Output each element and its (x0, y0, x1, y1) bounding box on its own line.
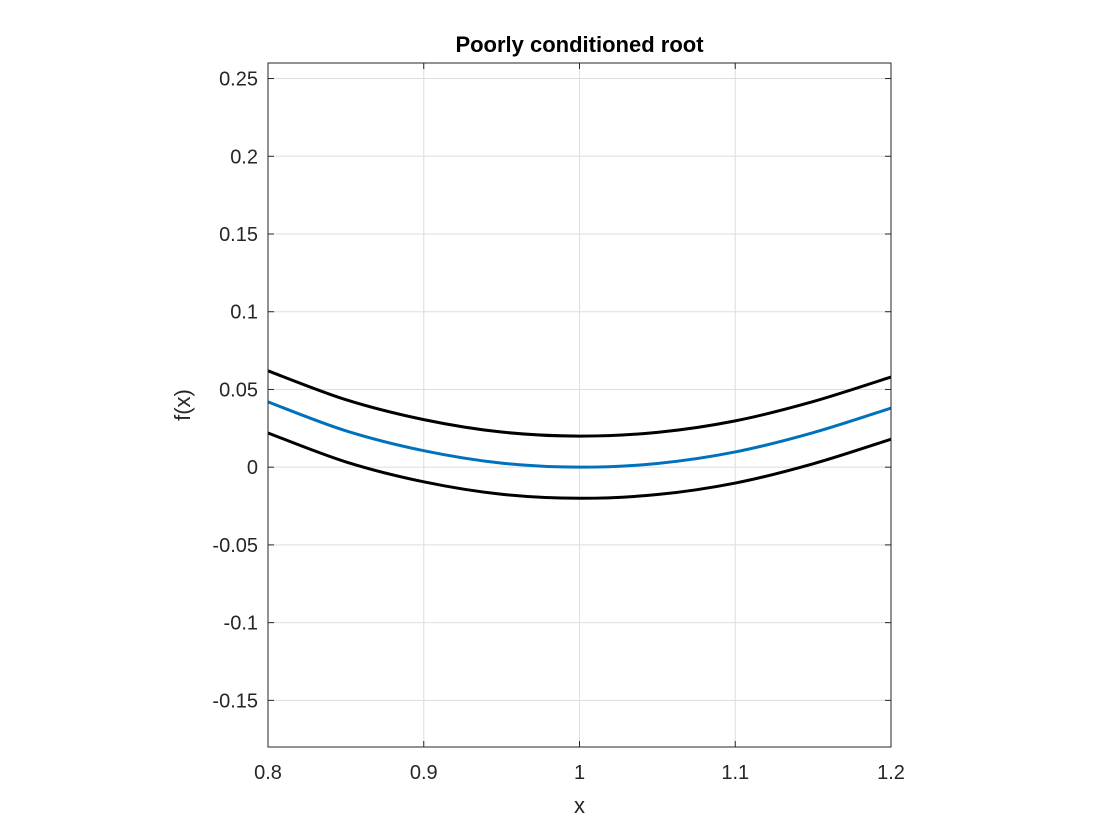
y-axis-label: f(x) (170, 389, 195, 421)
y-tick-label: -0.05 (212, 535, 258, 557)
y-tick-label: 0 (247, 457, 258, 479)
x-tick-label: 1.1 (721, 762, 749, 784)
y-tick-label: 0.25 (219, 69, 258, 91)
series-layer (267, 369, 892, 500)
series-line-1 (267, 369, 892, 438)
y-tick-label: -0.15 (212, 690, 258, 712)
ticks: 0.8 0.9 1 1.1 1.2 -0.15 -0.1 -0.05 0 0.05 0.1 0.15 0… (212, 63, 905, 784)
y-tick-label: 0.1 (230, 302, 258, 324)
x-tick-label: 1 (574, 762, 585, 784)
x-tick-label: 1.2 (877, 762, 905, 784)
y-tick-label: 0.05 (219, 379, 258, 401)
y-tick-label: 0.15 (219, 224, 258, 246)
x-tick-label: 0.8 (254, 762, 282, 784)
x-tick-label: 0.9 (410, 762, 438, 784)
series-line-3 (267, 431, 892, 500)
x-axis-label: x (574, 793, 585, 818)
y-tick-label: 0.2 (230, 146, 258, 168)
series-line-2 (267, 400, 892, 469)
y-tick-label: -0.1 (224, 613, 258, 635)
chart-title: Poorly conditioned root (455, 32, 704, 57)
